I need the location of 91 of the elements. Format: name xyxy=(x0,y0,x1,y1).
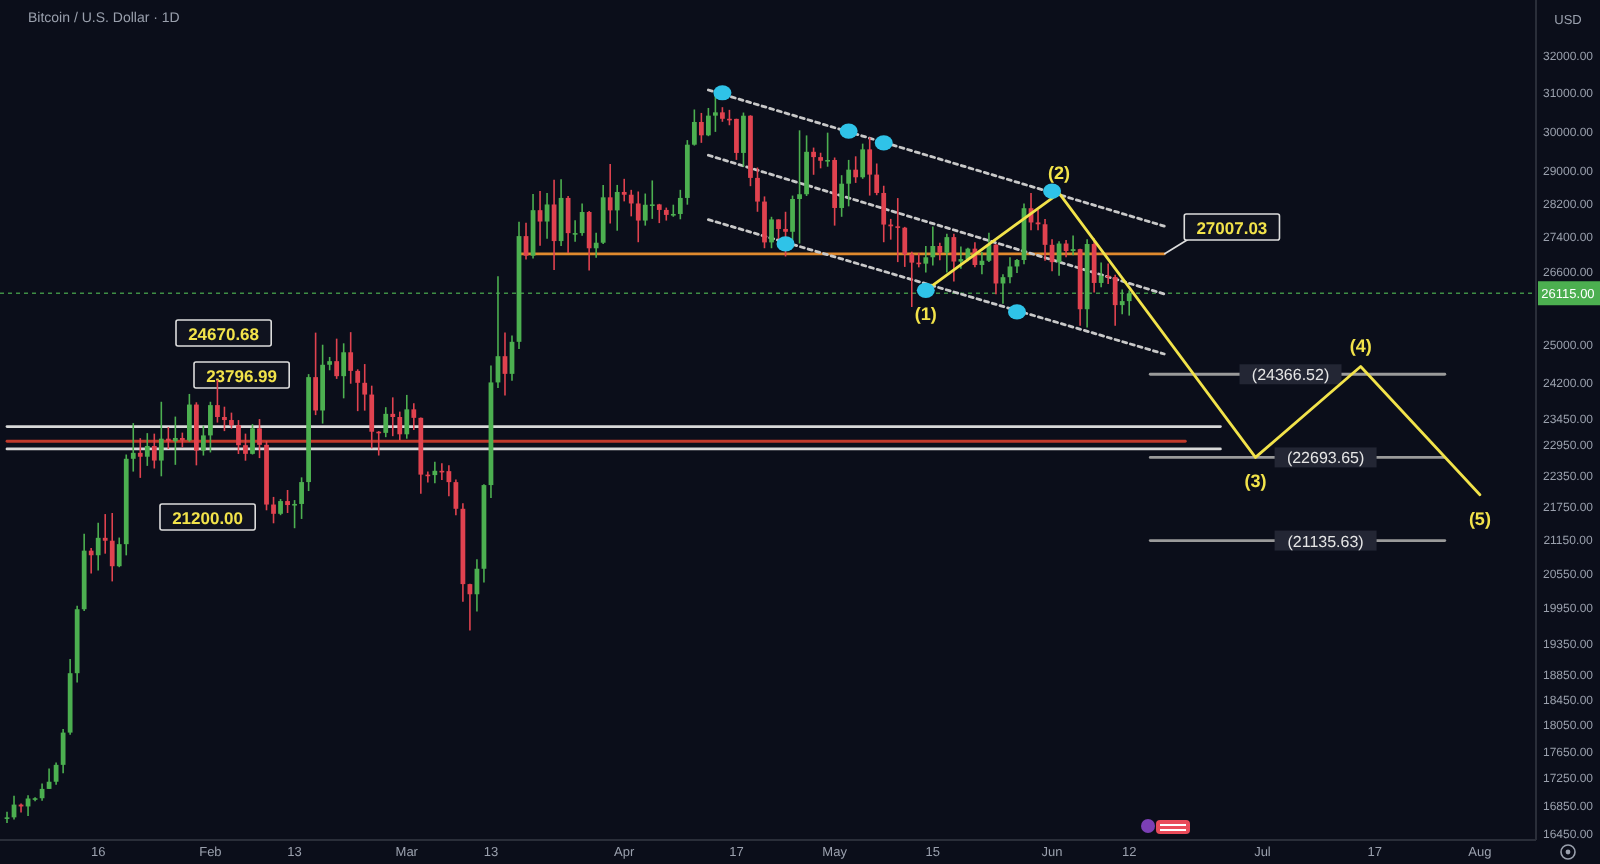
candlestick xyxy=(95,521,101,572)
annotation: 27007.03 xyxy=(1196,217,1268,238)
annotation: (22693.65) xyxy=(1286,449,1365,468)
candlestick xyxy=(271,496,276,525)
candlestick xyxy=(432,460,438,484)
candlestick xyxy=(341,342,347,400)
candlestick xyxy=(285,489,290,514)
point xyxy=(839,123,858,139)
candlestick xyxy=(797,129,802,245)
candlestick xyxy=(741,111,746,168)
point xyxy=(776,236,795,252)
annotation: (1) xyxy=(914,304,937,325)
candlestick xyxy=(4,810,10,824)
candlestick xyxy=(944,232,950,274)
candlestick xyxy=(691,108,697,147)
candlestick xyxy=(348,331,354,385)
annotation: 23796.99 xyxy=(206,366,278,386)
point xyxy=(713,85,732,101)
candlestick xyxy=(846,159,852,208)
annotation: 24670.68 xyxy=(188,324,260,344)
candlestick xyxy=(825,131,830,168)
point xyxy=(1007,304,1026,320)
point xyxy=(1043,183,1062,199)
candlestick xyxy=(355,368,361,412)
annotation: (3) xyxy=(1244,471,1267,492)
candlestick xyxy=(313,331,318,416)
candlestick xyxy=(236,419,241,455)
candlestick xyxy=(698,112,704,144)
candlestick xyxy=(186,393,192,443)
candlestick xyxy=(586,210,592,272)
candlestick xyxy=(208,400,213,454)
candlestick xyxy=(713,91,718,133)
candlestick xyxy=(649,179,655,220)
candlestick xyxy=(292,499,297,530)
candlestick xyxy=(579,202,585,237)
candlestick xyxy=(895,197,901,263)
candlestick xyxy=(257,418,262,459)
candlestick xyxy=(811,146,816,176)
candlestick xyxy=(404,394,410,440)
candlestick xyxy=(755,166,760,213)
candlestick xyxy=(137,437,143,479)
point xyxy=(874,135,893,151)
candlestick xyxy=(600,184,606,245)
candlestick xyxy=(194,401,199,467)
candlestick xyxy=(144,432,150,467)
annotation: 21200.00 xyxy=(172,508,244,528)
candlestick xyxy=(734,117,739,161)
candlestick xyxy=(201,424,206,457)
candlestick xyxy=(860,142,866,180)
candlestick xyxy=(383,406,389,438)
candlestick xyxy=(853,155,859,184)
candlestick xyxy=(677,189,683,221)
candlestick xyxy=(776,218,781,241)
candlestick xyxy=(1098,261,1104,289)
candlestick xyxy=(222,405,227,432)
candlestick xyxy=(958,245,964,270)
candlestick xyxy=(215,379,220,424)
candlestick xyxy=(762,195,767,250)
candlestick xyxy=(839,174,845,218)
annotation: (4) xyxy=(1349,336,1372,357)
annotation: (21135.63) xyxy=(1287,532,1365,551)
candlestick xyxy=(243,432,248,462)
annotation: (24366.52) xyxy=(1251,366,1330,385)
candlestick xyxy=(334,337,340,380)
candlestick xyxy=(158,400,164,478)
candlestick xyxy=(109,512,115,583)
candlestick xyxy=(769,215,774,250)
candlestick xyxy=(635,190,641,244)
annotation: (5) xyxy=(1468,508,1491,529)
candlestick xyxy=(607,163,613,225)
candlestick xyxy=(923,245,929,274)
candlestick xyxy=(783,210,788,258)
candlestick xyxy=(172,415,178,466)
point xyxy=(916,282,935,298)
candlestick xyxy=(88,547,94,575)
candlestick xyxy=(930,225,936,267)
annotation: (2) xyxy=(1048,163,1071,184)
candlestick xyxy=(250,423,255,456)
candlestick xyxy=(1091,237,1097,294)
candlestick xyxy=(1112,274,1118,327)
candlestick xyxy=(804,134,809,197)
candlestick xyxy=(320,343,326,425)
candlestick xyxy=(151,432,157,470)
candlestick xyxy=(706,107,711,137)
candlestick xyxy=(299,476,304,520)
candlestick xyxy=(867,136,873,197)
candlestick xyxy=(832,156,838,227)
candlestick xyxy=(390,396,396,437)
candlestick xyxy=(951,232,957,283)
candlestick xyxy=(614,184,620,232)
candlestick xyxy=(446,464,452,498)
